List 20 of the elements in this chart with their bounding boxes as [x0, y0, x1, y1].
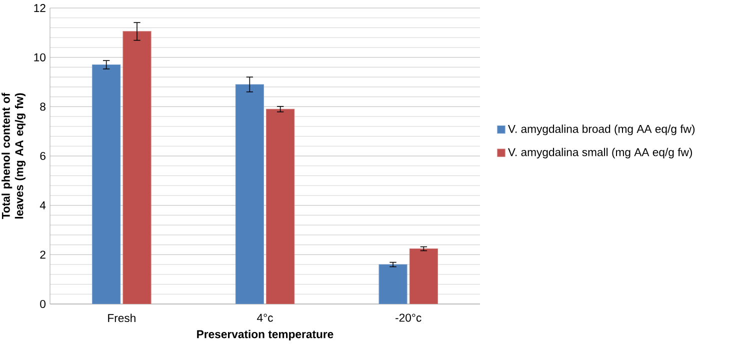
x-axis-title: Preservation temperature: [197, 330, 334, 340]
bar: [266, 108, 295, 304]
x-tick-label: 4°c: [257, 314, 273, 322]
y-tick-label: 10: [34, 53, 46, 62]
bar: [122, 31, 152, 304]
x-tick-label: Fresh: [108, 314, 136, 322]
y-tick-label: 0: [40, 300, 46, 308]
x-tick-label: -20°c: [396, 314, 422, 322]
bar: [378, 264, 408, 304]
y-tick-label: 12: [34, 4, 46, 12]
bar: [409, 248, 438, 304]
y-tick-label: 6: [40, 152, 46, 160]
legend-label: V. amygdalina broad (mg AA eq/g fw): [508, 124, 695, 136]
y-tick-label: 8: [40, 102, 46, 111]
y-axis-title: Total phenol content of leaves (mg AA eq/g fw): [2, 92, 26, 220]
legend-label: V. amygdalina small (mg AA eq/g fw): [508, 148, 692, 158]
bar: [235, 84, 264, 304]
y-tick-label: 2: [40, 250, 46, 259]
bar: [92, 64, 121, 304]
y-tick-label: 4: [40, 201, 46, 210]
